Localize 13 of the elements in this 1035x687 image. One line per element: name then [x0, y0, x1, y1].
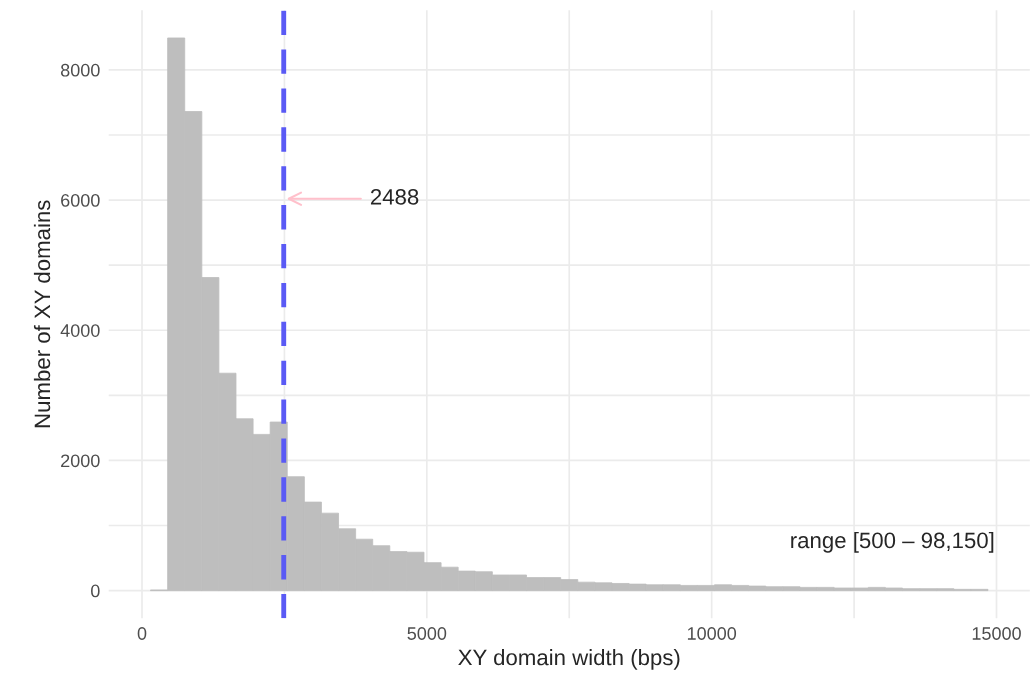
annotation: range [500 – 98,150]	[791, 531, 994, 553]
x-tick-label: 15000	[972, 627, 1021, 640]
y-tick-label: 6000	[61, 193, 100, 207]
x-tick-label: 10000	[687, 627, 737, 640]
y-tick-label: 2000	[61, 454, 100, 468]
annotation: 2488	[370, 189, 419, 205]
y-tick-label: 4000	[60, 324, 100, 337]
y-tick-label: 8000	[60, 63, 100, 77]
x-tick-label: 5000	[407, 627, 447, 640]
x-tick-label: 0	[137, 627, 147, 640]
y-axis-title: Number of XY domains	[33, 200, 51, 428]
x-axis-title: XY domain width (bps)	[458, 649, 680, 670]
y-tick-label: 0	[91, 584, 100, 598]
